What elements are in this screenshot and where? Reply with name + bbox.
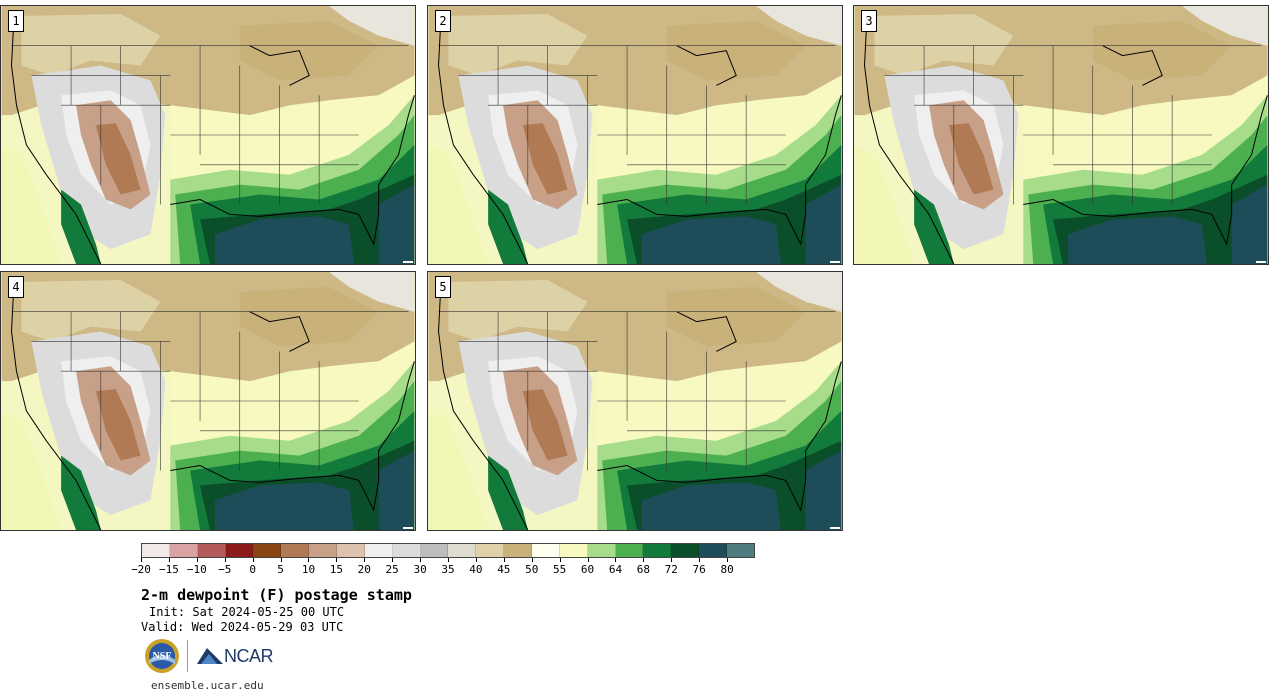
nsf-logo-icon[interactable]: NSF: [144, 638, 180, 674]
colorbar-label: 0: [249, 563, 256, 576]
corner-mark: [403, 527, 413, 529]
colorbar-swatch: [169, 544, 198, 557]
colorbar-swatch: [615, 544, 644, 557]
panel-number: 1: [8, 10, 24, 32]
colorbar-tick: [308, 558, 310, 562]
colorbar-label: 25: [385, 563, 399, 576]
colorbar-tick: [699, 558, 701, 562]
colorbar-swatch: [671, 544, 700, 557]
colorbar-label: 15: [329, 563, 343, 576]
colorbar-tick: [475, 558, 477, 562]
colorbar-tick: [503, 558, 505, 562]
colorbar-label: 76: [692, 563, 706, 576]
colorbar-label: 64: [608, 563, 623, 576]
colorbar-swatch: [476, 544, 505, 557]
colorbar-label: −20: [131, 563, 151, 576]
colorbar-tick: [392, 558, 394, 562]
colorbar-swatch: [420, 544, 449, 557]
panel-number: 2: [435, 10, 451, 32]
dewpoint-map: [1, 6, 415, 264]
corner-mark: [830, 527, 840, 529]
colorbar-label: 10: [301, 563, 316, 576]
postage-stamp-map-3[interactable]: 3: [853, 5, 1269, 265]
nsf-logo-text: NSF: [153, 651, 172, 662]
colorbar-swatch: [699, 544, 728, 557]
corner-mark: [1256, 261, 1266, 263]
colorbar-label: 50: [525, 563, 539, 576]
dewpoint-map: [1, 272, 415, 530]
colorbar-swatch: [225, 544, 254, 557]
ncar-logo-text: NCAR: [224, 645, 274, 666]
logos: NSF NCAR: [144, 638, 284, 674]
colorbar-label: −10: [186, 563, 207, 576]
colorbar-swatch: [253, 544, 282, 557]
corner-mark: [830, 261, 840, 263]
colorbar-swatch: [392, 544, 421, 557]
panel-number: 3: [861, 10, 877, 32]
colorbar-tick: [448, 558, 449, 562]
colorbar-swatch: [142, 544, 170, 557]
colorbar-swatch: [197, 544, 226, 557]
colorbar-swatch: [309, 544, 338, 557]
colorbar-tick: [141, 558, 142, 562]
colorbar-label: 30: [413, 563, 427, 576]
colorbar-swatch: [727, 544, 754, 557]
panel-number: 5: [435, 276, 451, 298]
chart-title: 2-m dewpoint (F) postage stamp: [141, 586, 412, 604]
colorbar-tick: [615, 558, 617, 562]
postage-stamp-map-4[interactable]: 4: [0, 271, 416, 531]
postage-stamp-map-5[interactable]: 5: [427, 271, 843, 531]
logo-divider: [187, 640, 188, 672]
colorbar-label: 72: [664, 563, 678, 576]
colorbar-swatch: [559, 544, 588, 557]
colorbar-swatch: [448, 544, 477, 557]
valid-time: Valid: Wed 2024-05-29 03 UTC: [141, 620, 344, 634]
colorbar-labels: −20 −15 −10 −5 0 5 10 15 20 25 30 35 40 45 50 55 60 64 68 7…: [131, 558, 755, 578]
site-url[interactable]: ensemble.ucar.edu: [151, 679, 264, 692]
colorbar-label: 80: [720, 563, 734, 576]
colorbar-tick: [168, 558, 170, 562]
colorbar-swatch: [281, 544, 310, 557]
postage-stamp-map-1[interactable]: 1: [0, 5, 416, 265]
colorbar-tick: [587, 558, 589, 562]
dewpoint-map: [428, 6, 842, 264]
colorbar-label: 68: [636, 563, 650, 576]
colorbar-label: 55: [553, 563, 567, 576]
colorbar-tick: [420, 558, 422, 562]
colorbar-label: −15: [158, 563, 179, 576]
colorbar-tick: [280, 558, 282, 562]
colorbar-tick: [252, 558, 254, 562]
colorbar-swatch: [587, 544, 616, 557]
colorbar-tick: [336, 558, 338, 562]
colorbar-tick: [196, 558, 198, 562]
dewpoint-map: [854, 6, 1268, 264]
colorbar-swatch: [504, 544, 533, 557]
colorbar-label: 20: [357, 563, 371, 576]
colorbar-swatch: [532, 544, 560, 557]
colorbar-swatch: [643, 544, 672, 557]
colorbar-tick: [364, 558, 366, 562]
colorbar-label: 45: [497, 563, 511, 576]
colorbar-label: 35: [441, 563, 455, 576]
colorbar-tick: [224, 558, 226, 562]
colorbar-tick: [531, 558, 533, 562]
colorbar-label: 5: [277, 563, 284, 576]
colorbar-tick: [559, 558, 561, 562]
colorbar-label: 60: [580, 563, 595, 576]
init-time: Init: Sat 2024-05-25 00 UTC: [149, 605, 345, 619]
colorbar-tick: [671, 558, 673, 562]
colorbar-tick: [643, 558, 645, 562]
ncar-logo[interactable]: NCAR: [197, 644, 274, 668]
colorbar-label: −5: [218, 563, 232, 576]
ncar-mark-icon: [197, 648, 223, 664]
colorbar-label: 40: [469, 563, 483, 576]
colorbar-swatch: [337, 544, 365, 557]
colorbar: [141, 543, 755, 558]
colorbar-tick: [727, 558, 729, 562]
corner-mark: [403, 261, 413, 263]
colorbar-swatch: [364, 544, 393, 557]
postage-stamp-map-2[interactable]: 2: [427, 5, 843, 265]
dewpoint-map: [428, 272, 842, 530]
panel-number: 4: [8, 276, 24, 298]
